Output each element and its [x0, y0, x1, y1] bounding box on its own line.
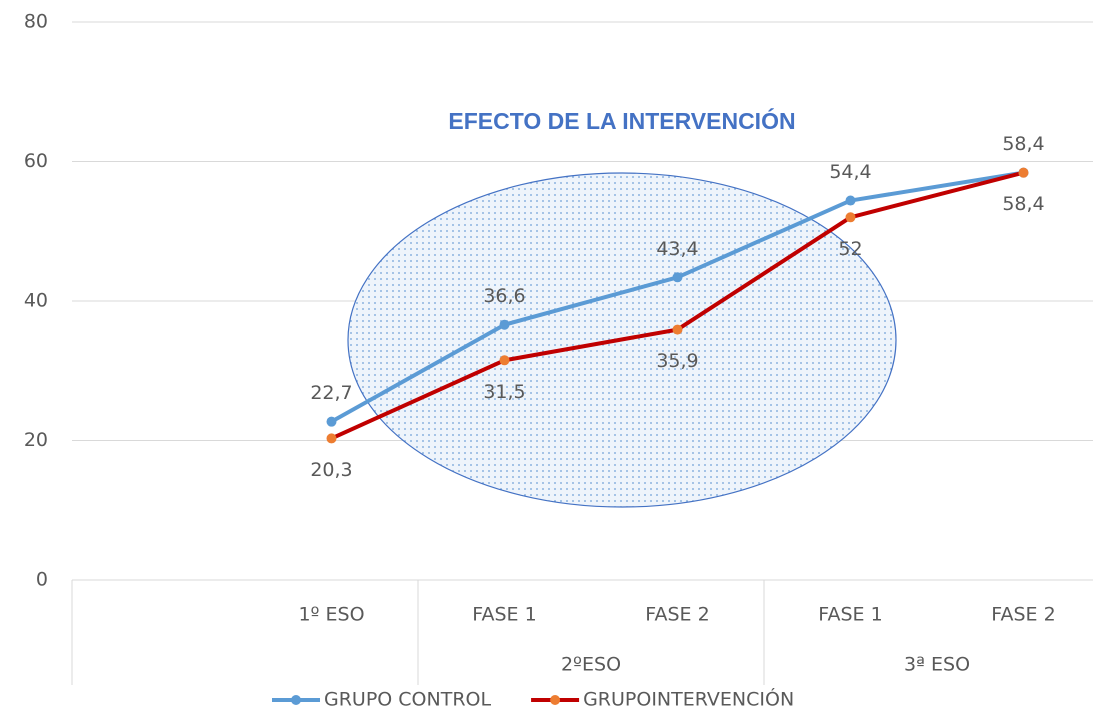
point-marker [845, 212, 856, 223]
data-label: 58,4 [1002, 133, 1044, 155]
x-tick-label: FASE 1 [818, 604, 882, 626]
x-tick-label: FASE 1 [472, 604, 536, 626]
data-label: 43,4 [656, 238, 698, 260]
group-label: 2ºESO [561, 654, 621, 676]
group-label: 3ª ESO [904, 654, 970, 676]
x-tick-label: FASE 2 [991, 604, 1055, 626]
legend-marker [291, 695, 301, 705]
point-marker [1018, 167, 1029, 178]
annotation: EFECTO DE LA INTERVENCIÓN [448, 107, 795, 134]
point-marker [672, 324, 683, 335]
point-marker [499, 355, 510, 366]
x-tick-label: FASE 2 [645, 604, 709, 626]
y-tick-label: 80 [24, 11, 48, 33]
data-label: 22,7 [310, 382, 352, 404]
data-label: 31,5 [483, 381, 525, 403]
data-label: 36,6 [483, 285, 525, 307]
y-tick-label: 20 [24, 429, 48, 451]
legend-label: GRUPOINTERVENCIÓN [583, 687, 794, 711]
y-tick-label: 60 [24, 150, 48, 172]
y-tick-label: 40 [24, 290, 48, 312]
x-tick-label: 1º ESO [298, 604, 364, 626]
point-marker [326, 433, 337, 444]
data-label: 58,4 [1002, 193, 1044, 215]
data-label: 35,9 [656, 350, 698, 372]
data-label: 20,3 [310, 459, 352, 481]
point-marker [845, 195, 856, 206]
legend-label: GRUPO CONTROL [324, 689, 491, 711]
data-label: 54,4 [829, 161, 871, 183]
point-marker [672, 272, 683, 283]
point-marker [499, 319, 510, 330]
data-label: 52 [838, 238, 862, 260]
legend-marker [550, 695, 561, 705]
y-tick-label: 0 [36, 569, 48, 591]
point-marker [326, 416, 337, 427]
